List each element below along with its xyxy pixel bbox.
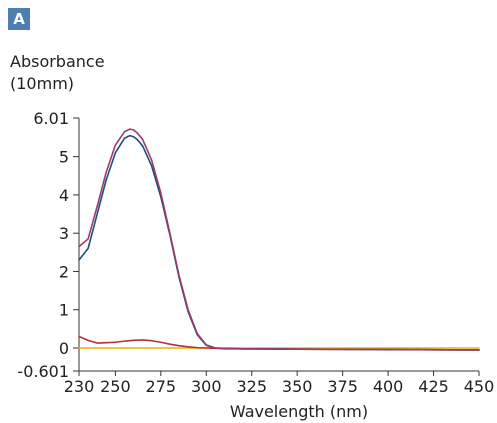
y-tick-label: 1 [59,301,69,320]
series-line-1 [78,134,480,351]
y-tick-label: -0.601 [17,362,69,381]
series-line-0 [78,128,480,351]
y-axis-label-line2: (10mm) [10,74,75,93]
panel-label: A [8,8,30,30]
x-tick-label: 230 [64,377,95,396]
x-tick-label: 400 [373,377,404,396]
y-tick-label: 4 [59,186,69,205]
x-tick-label: 325 [236,377,267,396]
x-tick-label: 300 [191,377,222,396]
y-tick-label: 0 [59,339,69,358]
x-tick-label: 450 [464,377,495,396]
y-tick-label: 3 [59,224,69,243]
y-tick-label: 2 [59,262,69,281]
y-tick-label: 6.01 [33,109,69,128]
x-tick-label: 250 [100,377,131,396]
x-tick-label: 275 [146,377,177,396]
x-tick-label: 350 [282,377,313,396]
y-tick-label: 5 [59,148,69,167]
x-tick-label: 425 [418,377,449,396]
x-axis-label: Wavelength (nm) [230,402,368,421]
y-axis-label-line1: Absorbance [10,52,105,71]
x-tick-label: 375 [327,377,358,396]
